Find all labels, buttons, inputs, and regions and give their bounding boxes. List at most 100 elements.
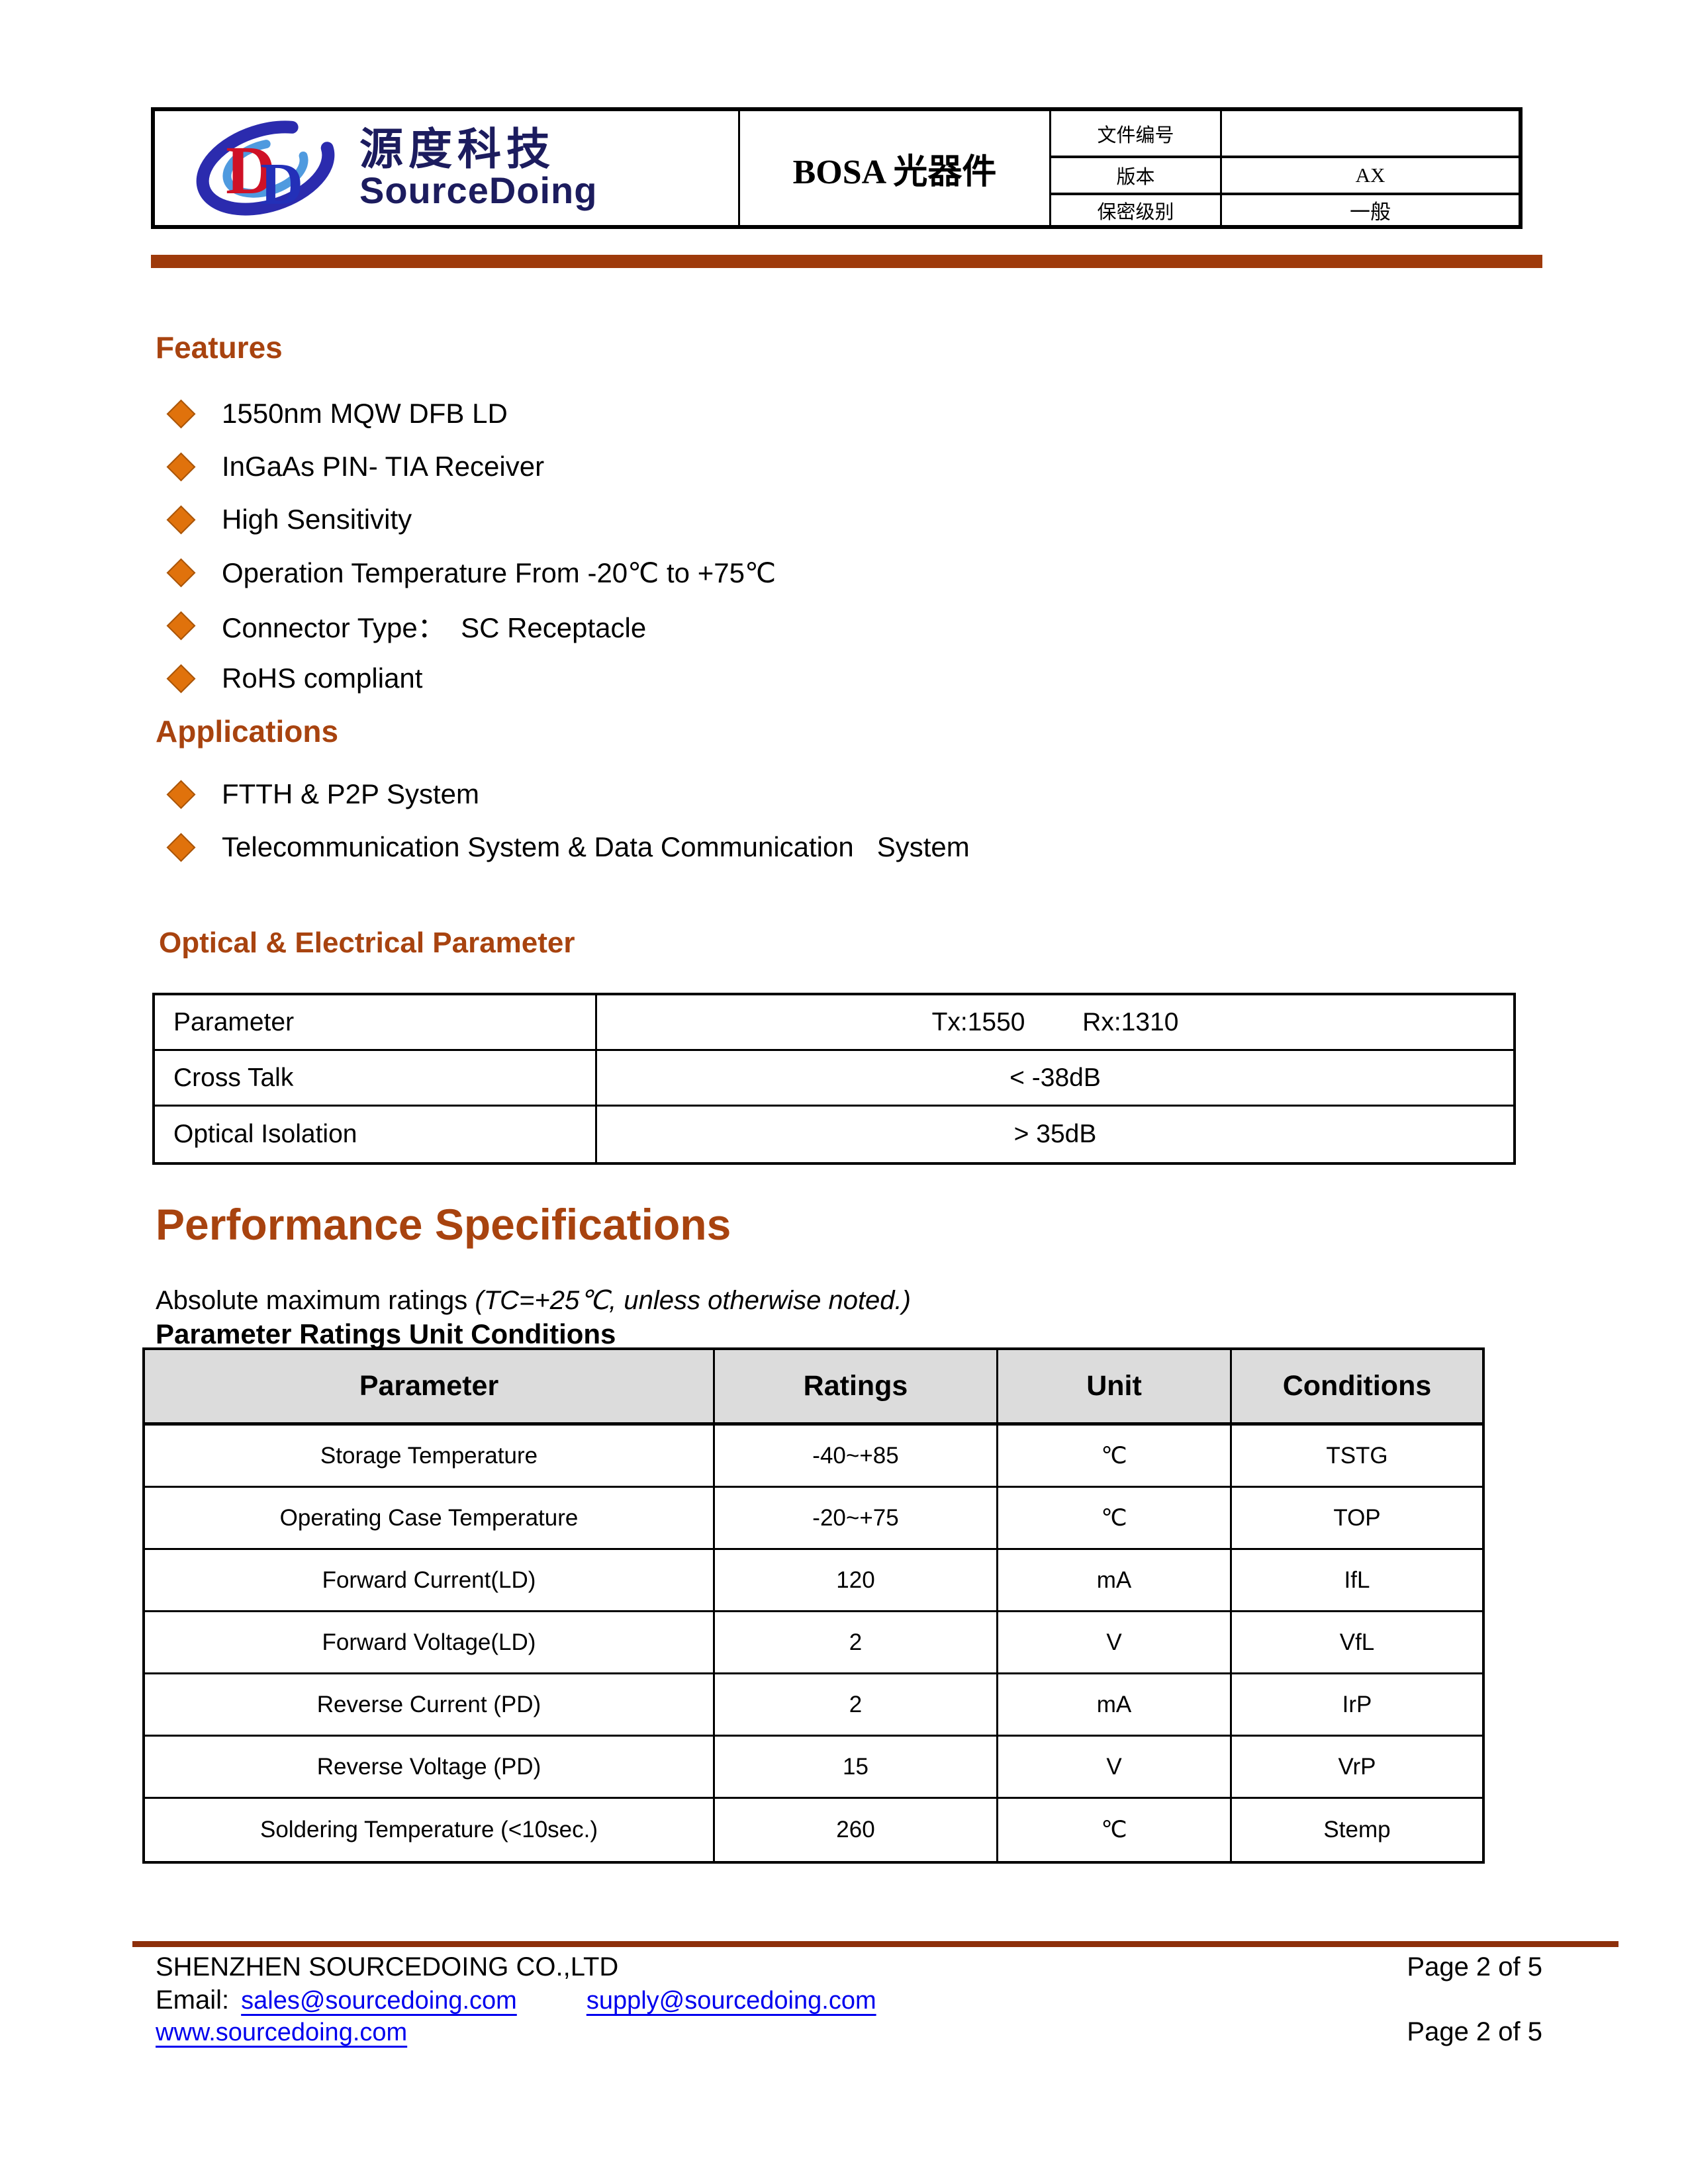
feature-item: High Sensitivity xyxy=(166,493,776,546)
footer-divider-line xyxy=(132,1941,1618,1947)
logo-en-text: SourceDoing xyxy=(359,169,598,212)
table-row: Forward Voltage(LD) 2 V VfL xyxy=(145,1612,1482,1674)
diamond-bullet-icon xyxy=(166,452,196,481)
company-name: SHENZHEN SOURCEDOING CO.,LTD xyxy=(156,1952,619,1981)
meta-value-doc-number xyxy=(1222,111,1519,156)
table-cell: ℃ xyxy=(998,1799,1232,1861)
website-link[interactable]: www.sourcedoing.com xyxy=(156,2019,408,2046)
application-item: FTTH & P2P System xyxy=(166,768,970,821)
meta-row-doc-number: 文件编号 xyxy=(1051,111,1519,159)
table-row: Soldering Temperature (<10sec.) 260 ℃ St… xyxy=(145,1799,1482,1861)
column-header: Unit xyxy=(998,1350,1232,1422)
application-item-label: FTTH & P2P System xyxy=(222,778,479,809)
diamond-bullet-icon xyxy=(166,833,196,862)
feature-item-label: Connector Type： SC Receptacle xyxy=(222,612,647,643)
company-logo: D D 源度科技 SourceDoing xyxy=(155,111,740,225)
feature-item: RoHS compliant xyxy=(166,652,776,705)
table-cell: VfL xyxy=(1339,1629,1375,1655)
meta-label-version: 版本 xyxy=(1051,158,1222,193)
column-header: Parameter xyxy=(145,1350,715,1422)
optical-row-label: Parameter xyxy=(155,995,597,1049)
table-row: Optical Isolation > 35dB xyxy=(155,1107,1513,1162)
feature-item-label: High Sensitivity xyxy=(222,504,412,535)
feature-item-label: RoHS compliant xyxy=(222,662,423,694)
table-cell: 2 xyxy=(715,1612,998,1672)
optical-parameter-heading: Optical & Electrical Parameter xyxy=(159,927,575,959)
page-number: Page 2 of 5 xyxy=(1407,2017,1542,2046)
table-row: Reverse Current (PD) 2 mA IrP xyxy=(145,1674,1482,1737)
applications-heading: Applications xyxy=(156,714,339,749)
table-cell: Forward Voltage(LD) xyxy=(145,1612,715,1672)
feature-item: Connector Type： SC Receptacle xyxy=(166,599,776,652)
footer-website-row: www.sourcedoing.com Page 2 of 5 xyxy=(156,2017,1542,2047)
column-header: Conditions xyxy=(1282,1370,1432,1402)
application-item-label: Telecommunication System & Data Communic… xyxy=(222,831,970,862)
table-cell: Forward Current(LD) xyxy=(145,1550,715,1610)
table-cell: IrP xyxy=(1342,1691,1372,1717)
email-link-sales[interactable]: sales@sourcedoing.com xyxy=(241,1987,517,2015)
table-cell: ℃ xyxy=(998,1488,1232,1548)
diamond-bullet-icon xyxy=(166,399,196,428)
footer-company-row: SHENZHEN SOURCEDOING CO.,LTD Page 2 of 5 xyxy=(156,1952,1542,1982)
table-header-row: Parameter Ratings Unit Conditions xyxy=(145,1350,1482,1426)
table-cell: Storage Temperature xyxy=(145,1426,715,1486)
application-item: Telecommunication System & Data Communic… xyxy=(166,821,970,874)
table-cell: 15 xyxy=(715,1737,998,1797)
table-cell: IfL xyxy=(1344,1567,1370,1593)
optical-row-label: Cross Talk xyxy=(155,1051,597,1105)
table-cell: TOP xyxy=(1333,1504,1381,1531)
optical-row-value: > 35dB xyxy=(1013,1120,1097,1148)
table-row: Operating Case Temperature -20~+75 ℃ TOP xyxy=(145,1488,1482,1550)
header-table: D D 源度科技 SourceDoing BOSA 光器件 文件编号 版本 AX… xyxy=(151,107,1523,229)
performance-heading: Performance Specifications xyxy=(156,1200,731,1249)
table-cell: Stemp xyxy=(1323,1817,1391,1843)
table-cell: 260 xyxy=(715,1799,998,1861)
applications-list: FTTH & P2P System Telecommunication Syst… xyxy=(166,768,970,874)
meta-value-version: AX xyxy=(1355,163,1385,187)
column-header: Ratings xyxy=(715,1350,998,1422)
table-cell: mA xyxy=(998,1550,1232,1610)
header-divider-bar xyxy=(151,255,1542,268)
diamond-bullet-icon xyxy=(166,558,196,587)
ratings-table-caption: Parameter Ratings Unit Conditions xyxy=(156,1318,616,1349)
table-cell: V xyxy=(998,1612,1232,1672)
email-link-supply[interactable]: supply@sourcedoing.com xyxy=(586,1987,876,2015)
table-cell: Soldering Temperature (<10sec.) xyxy=(145,1799,715,1861)
svg-text:D: D xyxy=(260,152,303,217)
table-row: Cross Talk < -38dB xyxy=(155,1051,1513,1107)
feature-item: InGaAs PIN- TIA Receiver xyxy=(166,440,776,493)
feature-item-label: 1550nm MQW DFB LD xyxy=(222,398,508,429)
optical-row-label: Optical Isolation xyxy=(155,1107,597,1162)
svg-text:D: D xyxy=(226,132,275,208)
table-cell: 120 xyxy=(715,1550,998,1610)
diamond-bullet-icon xyxy=(166,780,196,809)
table-cell: Reverse Voltage (PD) xyxy=(145,1737,715,1797)
diamond-bullet-icon xyxy=(166,611,196,640)
diamond-bullet-icon xyxy=(166,505,196,534)
table-cell: ℃ xyxy=(998,1426,1232,1486)
meta-row-confidentiality: 保密级别 一般 xyxy=(1051,195,1519,225)
table-cell: VrP xyxy=(1338,1753,1376,1780)
table-row: Parameter Tx:1550 Rx:1310 xyxy=(155,995,1513,1051)
feature-item-label: Operation Temperature From -20℃ to +75℃ xyxy=(222,557,776,588)
absolute-max-ratings-note: Absolute maximum ratings (TC=+25℃, unles… xyxy=(156,1285,911,1316)
page-number: Page 2 of 5 xyxy=(1407,1952,1542,1981)
doc-title: BOSA 光器件 xyxy=(740,111,1051,225)
company-logo-text: 源度科技 SourceDoing xyxy=(359,126,597,210)
table-row: Storage Temperature -40~+85 ℃ TSTG xyxy=(145,1426,1482,1488)
table-cell: V xyxy=(998,1737,1232,1797)
meta-label-confidentiality: 保密级别 xyxy=(1051,195,1222,225)
note-regular-text: Absolute maximum ratings xyxy=(156,1286,475,1315)
optical-parameter-table: Parameter Tx:1550 Rx:1310 Cross Talk < -… xyxy=(152,993,1516,1165)
table-row: Reverse Voltage (PD) 15 V VrP xyxy=(145,1737,1482,1799)
company-logo-icon: D D xyxy=(191,111,350,226)
table-cell: -40~+85 xyxy=(715,1426,998,1486)
meta-label-doc-number: 文件编号 xyxy=(1051,111,1222,156)
feature-item: Operation Temperature From -20℃ to +75℃ xyxy=(166,546,776,599)
note-italic-text: (TC=+25℃, unless otherwise noted.) xyxy=(475,1286,911,1315)
feature-item-label: InGaAs PIN- TIA Receiver xyxy=(222,451,545,482)
logo-cn-text: 源度科技 xyxy=(359,124,555,173)
doc-meta-table: 文件编号 版本 AX 保密级别 一般 xyxy=(1051,111,1519,225)
table-cell: -20~+75 xyxy=(715,1488,998,1548)
